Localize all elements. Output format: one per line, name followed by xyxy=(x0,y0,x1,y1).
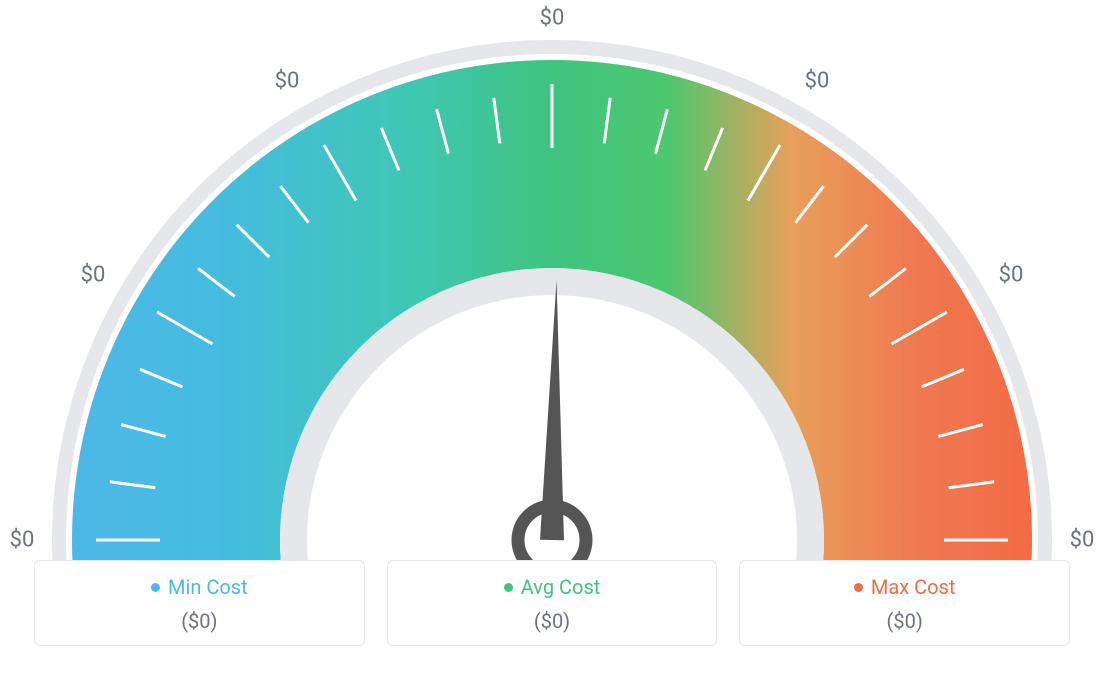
legend-dot-max xyxy=(854,583,863,592)
gauge-tick-label: $0 xyxy=(1070,528,1095,553)
legend-value-avg: ($0) xyxy=(388,609,717,633)
gauge-tick-label: $0 xyxy=(10,528,35,553)
gauge-tick-label: $0 xyxy=(805,69,830,94)
legend-row: Min Cost ($0) Avg Cost ($0) Max Cost ($0… xyxy=(0,560,1104,646)
gauge-tick-label: $0 xyxy=(81,263,106,288)
legend-dot-avg xyxy=(504,583,513,592)
legend-card-min: Min Cost ($0) xyxy=(34,560,365,646)
legend-title-max: Max Cost xyxy=(854,575,956,599)
legend-card-avg: Avg Cost ($0) xyxy=(387,560,718,646)
legend-value-min: ($0) xyxy=(35,609,364,633)
legend-label-avg: Avg Cost xyxy=(521,575,601,599)
legend-title-avg: Avg Cost xyxy=(504,575,601,599)
gauge-tick-label: $0 xyxy=(540,6,565,31)
gauge-tick-label: $0 xyxy=(275,69,300,94)
legend-title-min: Min Cost xyxy=(151,575,248,599)
cost-gauge-widget: $0 $0 $0 $0 $0 $0 $0 Min Cost ($0) Avg Cost ($… xyxy=(0,0,1104,690)
legend-label-min: Min Cost xyxy=(168,575,248,599)
gauge-chart: $0 $0 $0 $0 $0 $0 $0 xyxy=(0,0,1104,560)
gauge-tick-label: $0 xyxy=(999,263,1024,288)
legend-dot-min xyxy=(151,583,160,592)
legend-value-max: ($0) xyxy=(740,609,1069,633)
legend-card-max: Max Cost ($0) xyxy=(739,560,1070,646)
legend-label-max: Max Cost xyxy=(871,575,956,599)
